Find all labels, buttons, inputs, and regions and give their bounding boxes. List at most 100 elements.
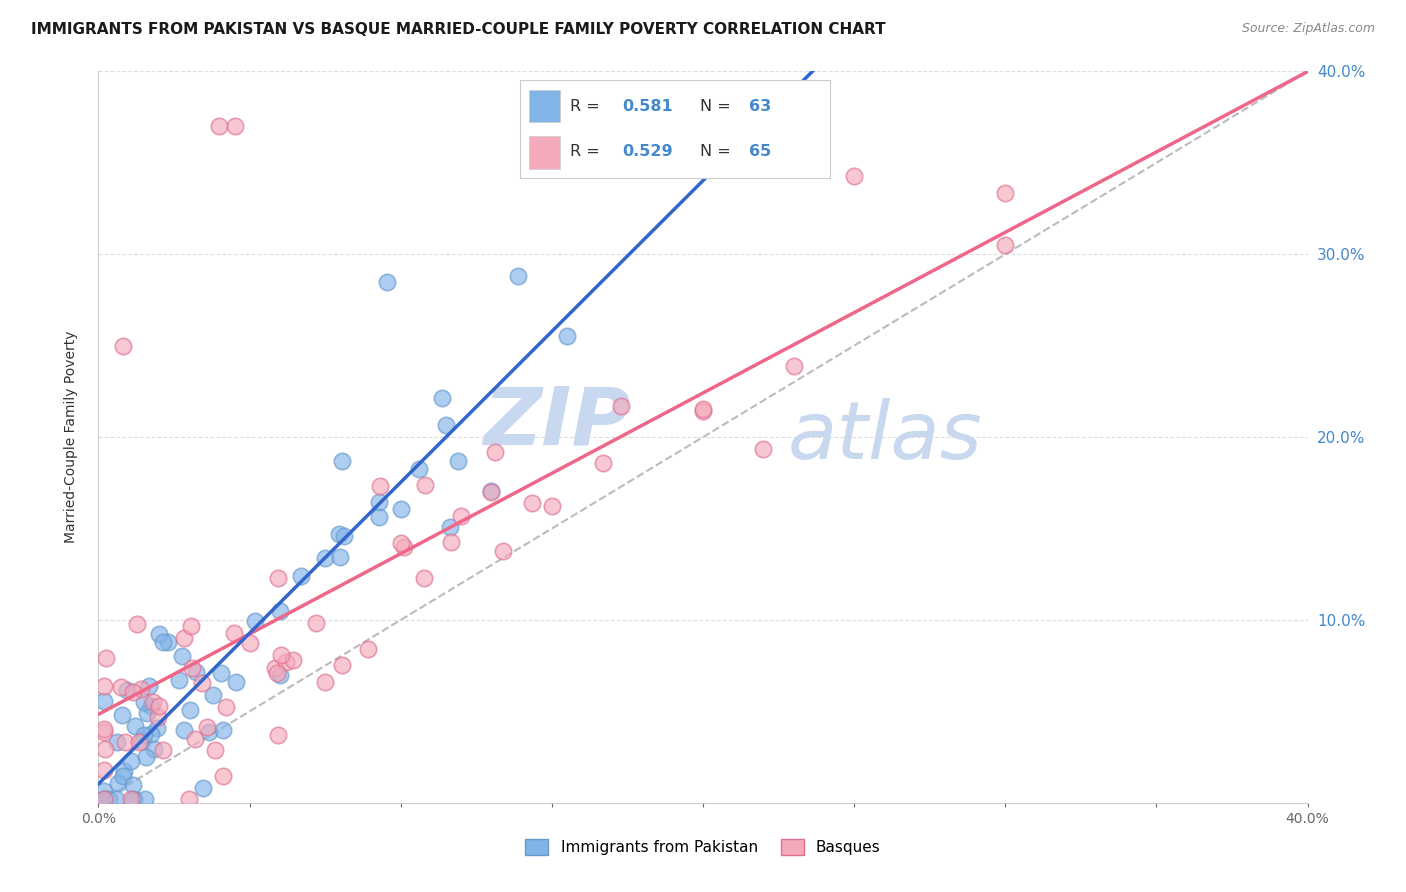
Point: [994, 186, 1017, 201]
Text: N =: N =: [700, 145, 735, 160]
Point: [93, 679, 115, 693]
Point: [115, 683, 138, 698]
Point: [136, 706, 159, 720]
Point: [263, 660, 285, 674]
Point: [127, 616, 149, 631]
Point: [135, 750, 157, 764]
Point: [124, 719, 146, 733]
Point: [110, 680, 132, 694]
Point: [479, 485, 502, 500]
Point: [413, 478, 436, 492]
Point: [111, 338, 134, 352]
Point: [120, 754, 142, 768]
Point: [555, 328, 578, 343]
Text: 0.581: 0.581: [623, 99, 673, 114]
Legend: Immigrants from Pakistan, Basques: Immigrants from Pakistan, Basques: [519, 833, 887, 861]
Point: [152, 634, 174, 648]
Point: [93, 764, 115, 778]
Point: [290, 569, 312, 583]
Point: [368, 510, 391, 524]
Point: [184, 731, 207, 746]
Point: [93, 792, 115, 806]
Point: [201, 688, 224, 702]
Point: [281, 653, 304, 667]
Point: [93, 783, 115, 797]
Point: [394, 540, 416, 554]
Text: Source: ZipAtlas.com: Source: ZipAtlas.com: [1241, 22, 1375, 36]
Point: [239, 636, 262, 650]
Point: [114, 735, 136, 749]
Point: [450, 509, 472, 524]
Point: [177, 792, 200, 806]
Point: [132, 695, 155, 709]
Point: [266, 666, 288, 681]
Point: [269, 668, 291, 682]
Point: [139, 699, 162, 714]
Point: [134, 792, 156, 806]
Point: [132, 728, 155, 742]
Point: [111, 708, 134, 723]
Point: [367, 494, 389, 508]
Point: [148, 626, 170, 640]
Point: [243, 614, 266, 628]
Point: [94, 651, 117, 665]
Point: [389, 501, 412, 516]
Point: [370, 478, 392, 492]
Point: [994, 238, 1017, 252]
Text: N =: N =: [700, 99, 735, 114]
Point: [180, 619, 202, 633]
Point: [592, 456, 614, 470]
Text: atlas: atlas: [787, 398, 983, 476]
Point: [357, 641, 380, 656]
Point: [142, 695, 165, 709]
Point: [173, 723, 195, 737]
Point: [481, 484, 503, 499]
Point: [413, 571, 436, 585]
Point: [148, 699, 170, 714]
Point: [93, 742, 115, 756]
Point: [208, 120, 231, 134]
Point: [212, 769, 235, 783]
Text: ZIP: ZIP: [484, 384, 630, 461]
Point: [211, 666, 233, 681]
Point: [692, 401, 714, 416]
Point: [447, 453, 470, 467]
Text: IMMIGRANTS FROM PAKISTAN VS BASQUE MARRIED-COUPLE FAMILY POVERTY CORRELATION CHA: IMMIGRANTS FROM PAKISTAN VS BASQUE MARRI…: [31, 22, 886, 37]
Point: [131, 734, 153, 748]
Point: [93, 792, 115, 806]
Point: [170, 648, 193, 663]
Point: [156, 635, 179, 649]
Point: [104, 792, 127, 806]
Point: [225, 674, 247, 689]
Point: [329, 550, 352, 565]
Point: [139, 727, 162, 741]
Point: [844, 169, 866, 183]
Point: [184, 665, 207, 679]
Point: [492, 544, 515, 558]
Point: [121, 792, 143, 806]
Point: [98, 792, 121, 806]
Text: 63: 63: [749, 99, 772, 114]
Y-axis label: Married-Couple Family Poverty: Married-Couple Family Poverty: [63, 331, 77, 543]
Point: [93, 724, 115, 739]
Point: [93, 792, 115, 806]
Point: [122, 792, 145, 806]
Point: [193, 780, 215, 795]
Point: [522, 496, 544, 510]
Point: [540, 500, 562, 514]
Point: [276, 655, 298, 669]
Point: [389, 536, 412, 550]
Point: [267, 728, 290, 742]
Point: [314, 551, 336, 566]
Point: [146, 721, 169, 735]
Point: [408, 462, 430, 476]
Point: [330, 658, 353, 673]
Point: [190, 676, 212, 690]
Point: [93, 722, 115, 736]
Point: [783, 359, 806, 374]
Point: [112, 764, 135, 778]
Point: [204, 743, 226, 757]
Point: [224, 120, 246, 134]
Point: [198, 725, 221, 739]
Point: [330, 454, 353, 468]
